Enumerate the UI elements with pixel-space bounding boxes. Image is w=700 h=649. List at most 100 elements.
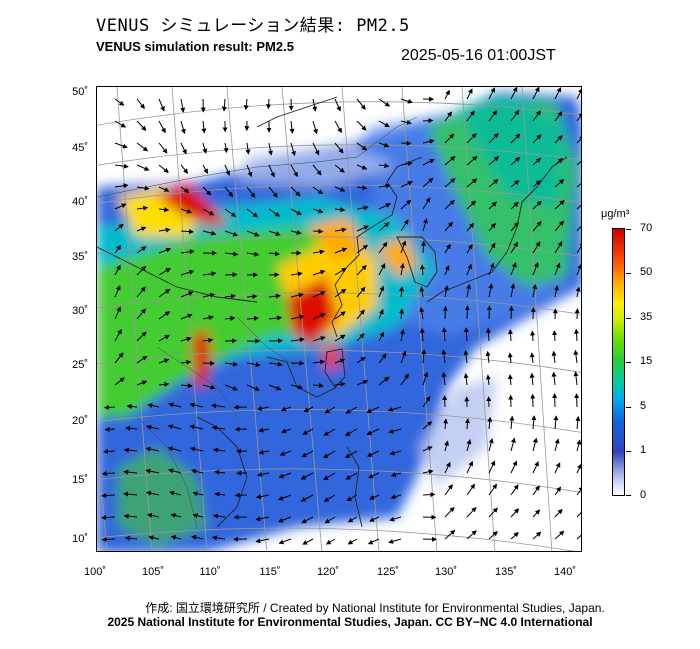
wind-arrow [243, 98, 249, 111]
wind-arrow [400, 350, 407, 364]
title-japanese: VENUS シミュレーション結果: PM2.5 [96, 16, 410, 36]
wind-arrow [312, 383, 324, 389]
wind-arrow [532, 157, 542, 166]
wind-arrow [301, 516, 314, 524]
wind-arrow [103, 404, 116, 410]
wind-arrow [158, 267, 171, 276]
wind-arrow [422, 177, 434, 188]
wind-arrow [554, 135, 563, 144]
wind-arrow [510, 508, 520, 518]
wind-arrow [114, 244, 122, 254]
wind-arrow [551, 350, 557, 364]
wind-arrow [488, 156, 500, 166]
wind-arrow [324, 406, 336, 414]
wind-arrow [345, 472, 358, 480]
wind-arrow [180, 359, 192, 365]
wind-arrow [554, 462, 561, 474]
wind-arrow [422, 197, 431, 210]
wind-arrow [488, 460, 496, 474]
wind-arrow [466, 460, 473, 474]
wind-arrow [334, 267, 347, 276]
wind-arrow [101, 493, 116, 499]
wind-arrow [278, 472, 292, 479]
wind-arrow [136, 380, 148, 386]
wind-arrow [466, 110, 475, 122]
wind-arrow [279, 450, 292, 456]
wind-arrow [531, 415, 537, 430]
wind-arrow [444, 199, 455, 210]
wind-arrow [532, 200, 542, 210]
wind-arrow [290, 164, 298, 178]
wind-arrow [378, 163, 390, 169]
wind-arrow [202, 164, 208, 174]
wind-arrow [211, 403, 226, 409]
wind-arrow [202, 292, 216, 298]
wind-arrow [488, 483, 498, 496]
wind-arrow [148, 535, 160, 541]
wind-arrow [334, 142, 344, 154]
wind-arrow [290, 292, 304, 298]
wind-arrow [224, 208, 237, 217]
wind-arrow [136, 226, 147, 232]
wind-arrow [422, 159, 435, 166]
colorbar-label: 5 [640, 400, 647, 412]
wind-arrow [334, 311, 346, 320]
wind-arrow [201, 120, 207, 134]
wind-arrow [114, 223, 124, 232]
wind-arrow [202, 271, 217, 277]
wind-arrow [488, 507, 498, 518]
wind-arrow [529, 352, 535, 364]
colorbar-tick [626, 273, 631, 274]
wind-arrow [510, 221, 519, 232]
wind-arrow [554, 199, 565, 210]
wind-arrow [312, 186, 324, 195]
wind-arrow [124, 535, 138, 541]
wind-arrow [158, 288, 171, 298]
wind-arrow [356, 264, 367, 276]
wind-arrow [180, 313, 193, 320]
wind-arrow [123, 513, 138, 519]
wind-arrow [334, 247, 348, 254]
wind-arrow [422, 118, 434, 124]
wind-arrow [466, 263, 472, 276]
wind-arrow [123, 469, 138, 475]
wind-arrow [488, 109, 498, 122]
lon-label: 110˚ [199, 566, 221, 578]
wind-arrow [268, 315, 283, 321]
wind-arrow [356, 185, 368, 191]
wind-arrow [510, 156, 521, 166]
wind-arrow [554, 508, 563, 518]
wind-arrow [158, 120, 166, 134]
wind-arrow [422, 421, 433, 430]
wind-arrow [378, 331, 385, 342]
wind-arrow [356, 120, 367, 131]
wind-arrow [389, 450, 402, 456]
wind-arrow [300, 472, 314, 480]
wind-arrow [488, 242, 496, 254]
wind-arrow [268, 293, 281, 299]
colorbar-tick [626, 495, 631, 496]
wind-arrow [334, 98, 341, 112]
wind-arrow [356, 333, 365, 342]
wind-arrow [530, 330, 536, 342]
wind-arrow [158, 186, 170, 192]
wind-arrow [466, 88, 473, 100]
wind-arrow [323, 494, 336, 502]
wind-arrow [158, 247, 172, 254]
wind-arrow [356, 142, 368, 151]
wind-arrow [532, 437, 538, 452]
wind-arrow [485, 327, 491, 342]
wind-arrow [202, 315, 214, 321]
wind-arrow [576, 241, 581, 254]
wind-arrow [114, 264, 121, 276]
wind-arrow [146, 513, 160, 518]
wind-arrow [552, 330, 558, 342]
wind-arrow [378, 353, 387, 364]
wind-arrow [378, 263, 386, 276]
pm25-field [97, 92, 581, 551]
wind-arrow [136, 308, 147, 320]
lon-label: 120˚ [316, 566, 340, 578]
wind-arrow [223, 142, 229, 154]
wind-arrow [387, 406, 402, 412]
wind-arrow [268, 384, 282, 391]
